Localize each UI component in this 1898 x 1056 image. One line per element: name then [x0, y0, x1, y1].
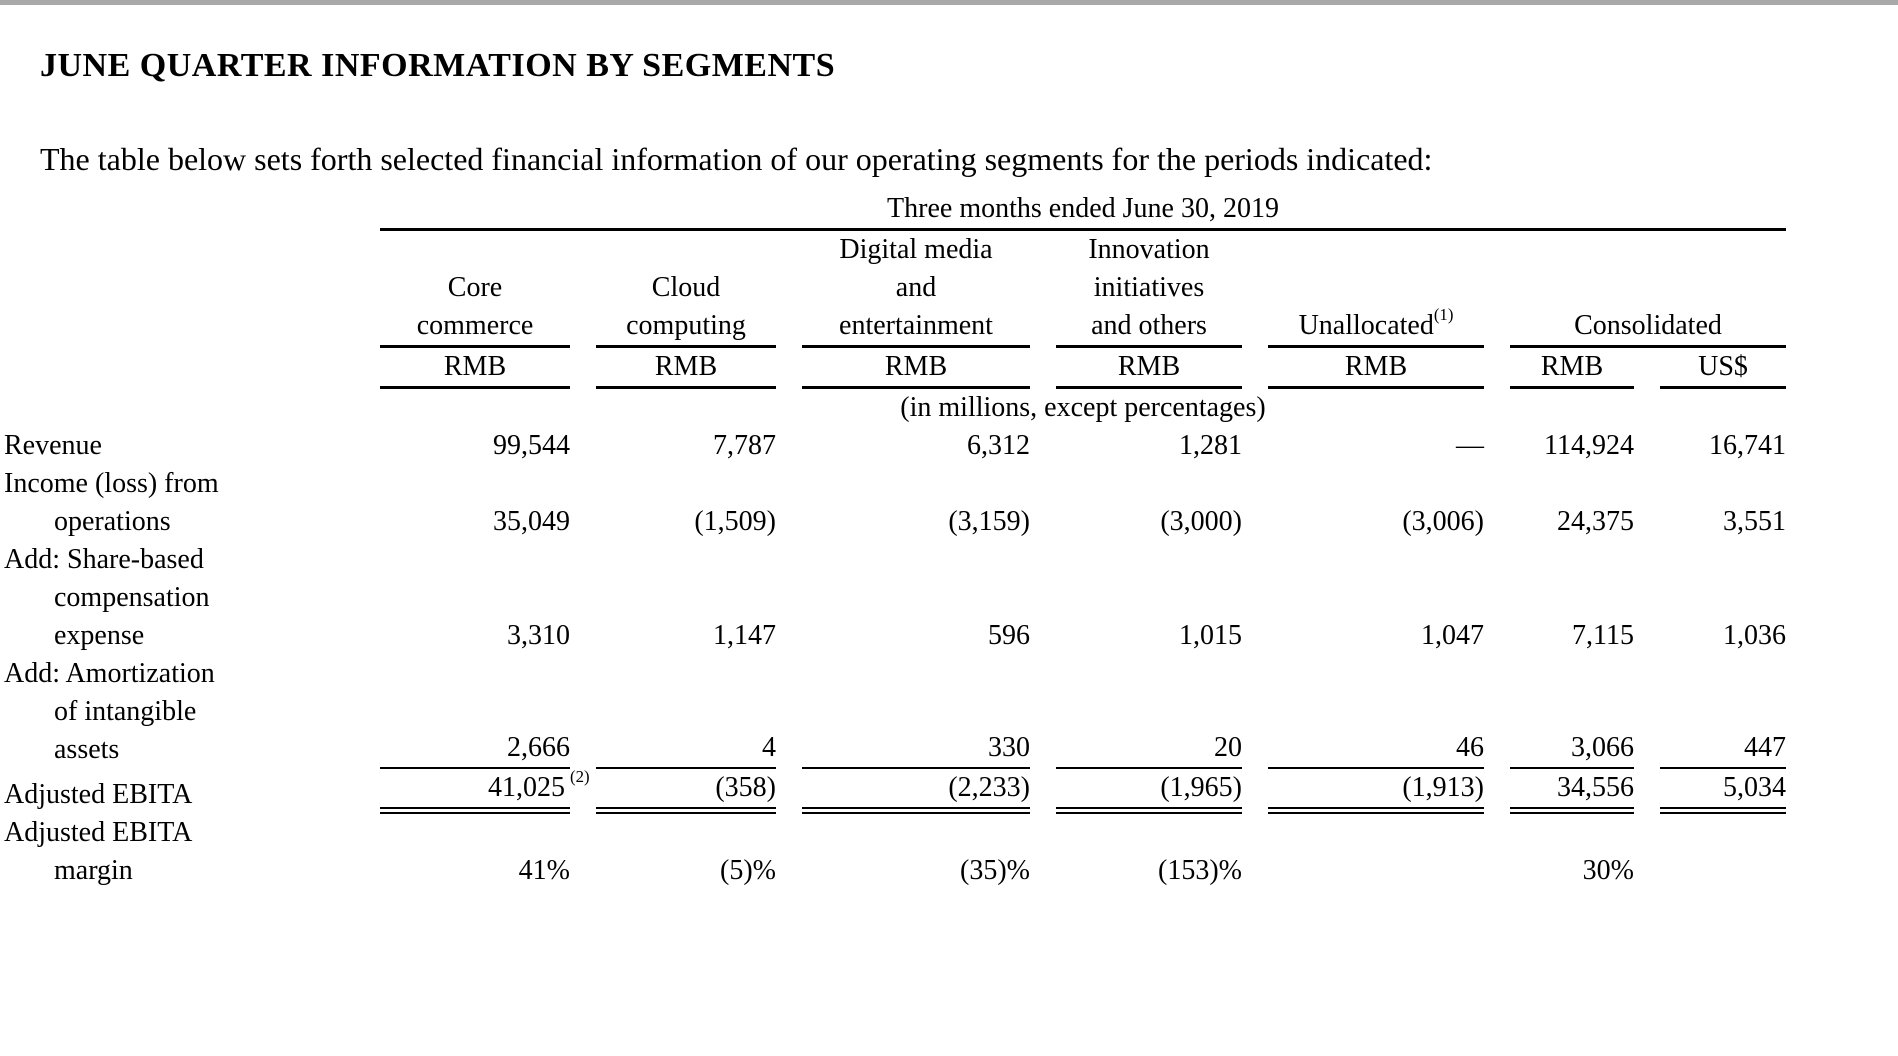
column-header-unallocated: Unallocated(1)	[1268, 231, 1484, 348]
row-label-amortization-intangibles: Add: Amortization of intangible assets	[4, 658, 215, 765]
value-cell: (5)%	[720, 855, 776, 886]
value-cell: 41%	[518, 855, 570, 886]
currency-header: RMB	[802, 348, 1030, 389]
row-label-income-from-operations: Income (loss) from operations	[4, 468, 219, 537]
unit-note: (in millions, except percentages)	[900, 392, 1266, 423]
unallocated-label: Unallocated	[1298, 310, 1434, 341]
column-header-cloud-computing: Cloud computing	[596, 231, 776, 348]
footnote-marker-1: (1)	[1433, 305, 1454, 324]
currency-header: RMB	[380, 348, 570, 389]
value-cell: (2,233)	[802, 769, 1030, 814]
value-cell: 30%	[1582, 855, 1634, 886]
spacer-cell	[54, 190, 354, 231]
value-cell: 330	[802, 655, 1030, 769]
value-cell: 447	[1660, 655, 1786, 769]
value-cell: (1,913)	[1268, 769, 1484, 814]
value-cell: 3,551	[1723, 506, 1786, 537]
spacer-cell	[54, 348, 354, 389]
period-header-row: Three months ended June 30, 2019	[54, 190, 1786, 231]
value-cell: 16,741	[1709, 430, 1786, 461]
value-cell: (3,159)	[948, 506, 1030, 537]
row-label-adjusted-ebita-margin: Adjusted EBITA margin	[4, 817, 193, 886]
value-cell: 20	[1056, 655, 1242, 769]
page-top-divider	[0, 0, 1898, 5]
value-cell: 3,066	[1510, 655, 1634, 769]
value-cell: 1,047	[1421, 620, 1484, 651]
value-cell: (3,000)	[1160, 506, 1242, 537]
column-header-innovation: Innovation initiatives and others	[1056, 231, 1242, 348]
row-revenue: Revenue 99,544 7,787 6,312 1,281 — 114,9…	[4, 427, 1786, 465]
value-cell: 34,556	[1510, 769, 1634, 814]
currency-header: RMB	[1056, 348, 1242, 389]
currency-header: RMB	[596, 348, 776, 389]
value-cell: 596	[988, 620, 1030, 651]
row-amortization-intangibles: Add: Amortization of intangible assets 2,6…	[4, 655, 1786, 769]
value-cell: 3,310	[507, 620, 570, 651]
document-content: JUNE QUARTER INFORMATION BY SEGMENTS The…	[0, 5, 1898, 890]
row-share-based-compensation: Add: Share-based compensation expense 3,31…	[4, 541, 1786, 655]
value-cell	[1268, 814, 1484, 890]
value-cell: 35,049	[493, 506, 570, 537]
currency-header: US$	[1660, 348, 1786, 389]
intro-text: The table below sets forth selected fina…	[40, 141, 1433, 177]
row-label-adjusted-ebita: Adjusted EBITA	[4, 779, 193, 810]
row-label-share-based-compensation: Add: Share-based compensation expense	[4, 544, 210, 651]
value-cell: (35)%	[960, 855, 1030, 886]
value-cell: 114,924	[1544, 430, 1634, 461]
value-cell: 1,036	[1723, 620, 1786, 651]
currency-header-row: RMB RMB RMB RMB RMB RMB US$	[54, 348, 1786, 389]
row-adjusted-ebita: Adjusted EBITA 41,025 (2) (358) (2,233) (…	[4, 768, 1786, 814]
value-cell: 46	[1268, 655, 1484, 769]
adjusted-ebita-core-commerce-value: 41,025	[488, 772, 565, 803]
column-header-consolidated: Consolidated	[1510, 231, 1786, 348]
value-cell: 99,544	[493, 430, 570, 461]
value-cell: 5,034	[1660, 769, 1786, 814]
value-cell	[1660, 814, 1786, 890]
currency-header: RMB	[1510, 348, 1634, 389]
column-header-core-commerce: Core commerce	[380, 231, 570, 348]
value-cell: 7,115	[1572, 620, 1634, 651]
spacer-cell	[54, 389, 354, 427]
value-cell: 1,147	[713, 620, 776, 651]
value-cell: 6,312	[967, 430, 1030, 461]
value-cell: 41,025 (2)	[380, 768, 590, 814]
row-income-from-operations: Income (loss) from operations 35,049 (1,5…	[4, 465, 1786, 541]
period-header: Three months ended June 30, 2019	[380, 190, 1786, 231]
value-cell: (1,965)	[1056, 769, 1242, 814]
segment-header-row: Core commerce Cloud computing Digital medi…	[54, 231, 1786, 348]
unit-note-row: (in millions, except percentages)	[54, 389, 1786, 427]
row-adjusted-ebita-margin: Adjusted EBITA margin 41% (5)% (35)% (153…	[4, 814, 1786, 890]
value-cell: 24,375	[1557, 506, 1634, 537]
value-cell: 4	[596, 655, 776, 769]
value-cell: 1,281	[1179, 430, 1242, 461]
column-header-digital-media: Digital media and entertainment	[802, 231, 1030, 348]
value-cell: 2,666	[380, 655, 570, 769]
value-cell: 7,787	[713, 430, 776, 461]
value-cell: —	[1456, 430, 1484, 461]
value-cell: (3,006)	[1402, 506, 1484, 537]
segments-table: Three months ended June 30, 2019 Core com…	[4, 190, 1812, 890]
currency-header: RMB	[1268, 348, 1484, 389]
row-label-revenue: Revenue	[4, 430, 102, 461]
value-cell: (153)%	[1158, 855, 1242, 886]
value-cell: (358)	[596, 769, 776, 814]
value-cell: 1,015	[1179, 620, 1242, 651]
page-title: JUNE QUARTER INFORMATION BY SEGMENTS	[40, 47, 836, 84]
value-cell: (1,509)	[694, 506, 776, 537]
spacer-cell	[54, 231, 354, 348]
